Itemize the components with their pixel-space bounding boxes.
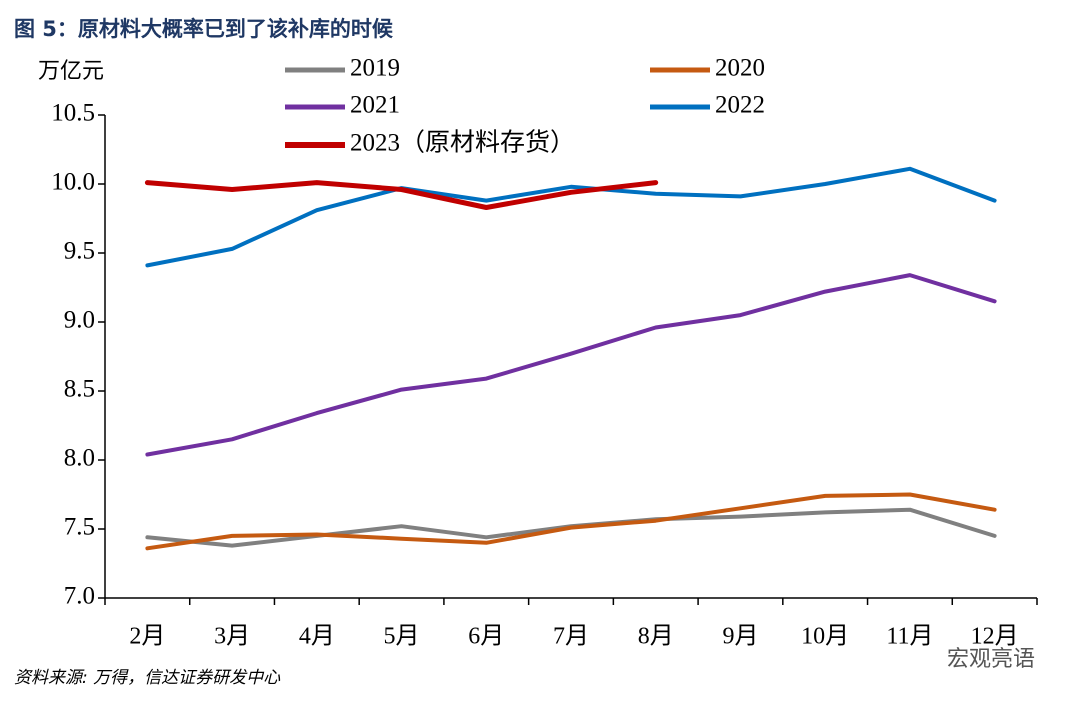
y-tick-label: 8.0 [64, 445, 95, 472]
legend-label: 2019 [350, 55, 400, 82]
source-note: 资料来源: 万得，信达证券研发中心 [14, 668, 281, 688]
x-tick-label: 6月 [468, 624, 504, 650]
x-tick-label: 4月 [299, 624, 335, 650]
y-axis-label: 万亿元 [38, 59, 104, 84]
x-tick-label: 2月 [129, 624, 165, 650]
legend-label: 2020 [715, 55, 765, 82]
series-line [144, 180, 659, 210]
y-tick-label: 10.0 [51, 169, 95, 196]
legend-label: 2022 [715, 92, 765, 119]
y-tick-label: 7.0 [64, 583, 95, 610]
x-tick-label: 7月 [553, 624, 589, 650]
series-line [145, 273, 997, 457]
x-tick-label: 12月 [971, 624, 1019, 650]
y-tick-label: 7.5 [64, 514, 95, 541]
series-line [145, 492, 997, 551]
series-line [145, 166, 997, 268]
y-tick-label: 10.5 [51, 100, 95, 127]
x-tick-label: 9月 [722, 624, 758, 650]
chart-title: 图 5：原材料大概率已到了该补库的时候 [14, 17, 394, 41]
y-tick-label: 8.5 [64, 376, 95, 403]
legend-label: 2021 [350, 92, 400, 119]
x-tick-label: 3月 [214, 624, 250, 650]
x-tick-label: 8月 [638, 624, 674, 650]
x-tick-label: 10月 [801, 624, 849, 650]
y-tick-label: 9.0 [64, 307, 95, 334]
x-tick-label: 5月 [384, 624, 420, 650]
x-tick-label: 11月 [886, 624, 933, 650]
legend-label: 2023（原材料存货） [350, 129, 575, 157]
y-tick-label: 9.5 [64, 238, 95, 265]
watermark: 宏观亮语 [947, 647, 1035, 672]
